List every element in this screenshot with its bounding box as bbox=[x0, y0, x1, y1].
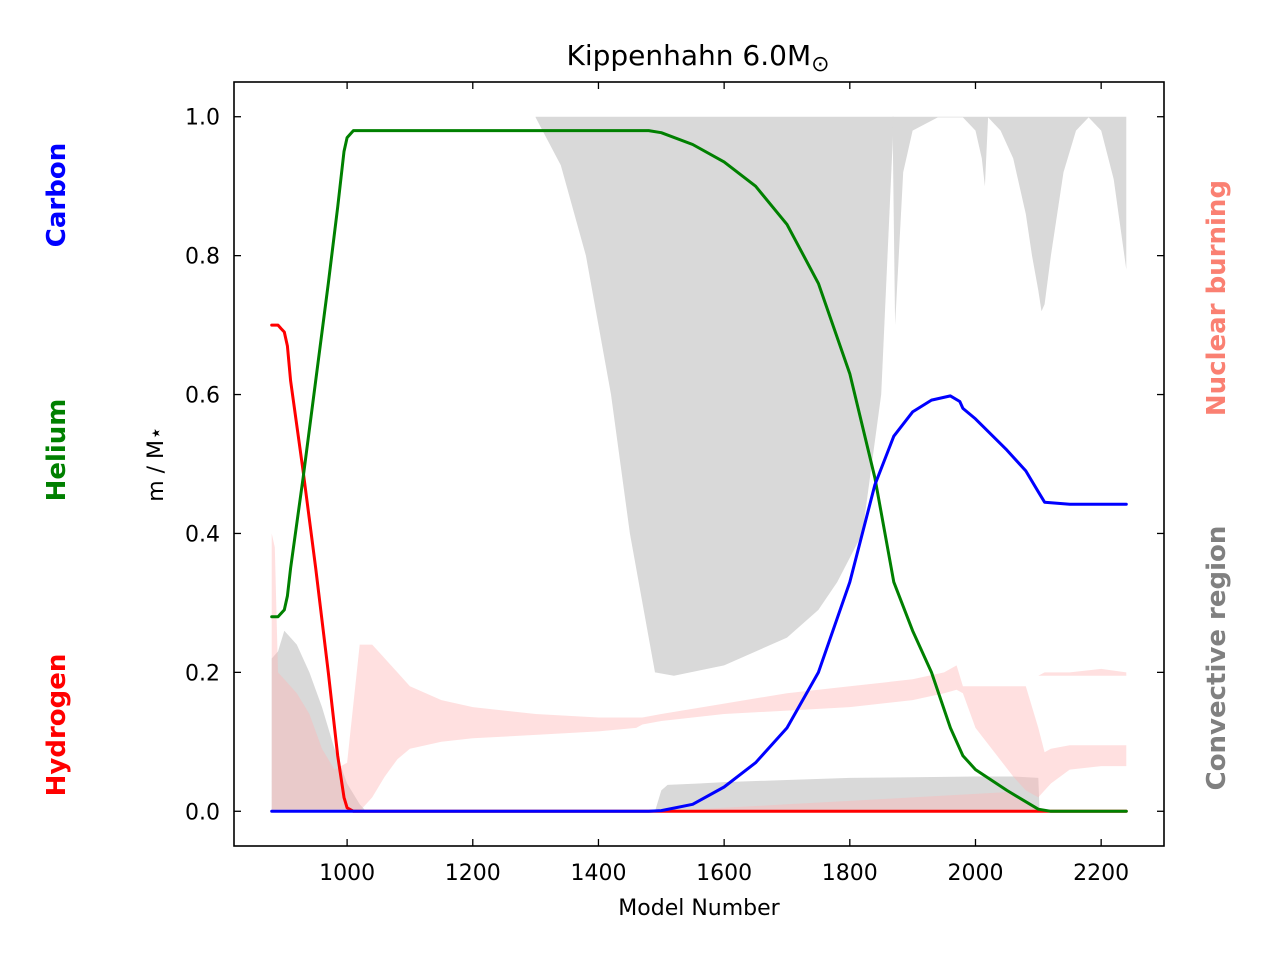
hydrogen-line bbox=[270, 323, 1128, 813]
x-tick-label-1600: 1600 bbox=[696, 861, 752, 886]
side-label-carbon: Carbon bbox=[42, 143, 72, 247]
chart-title: Kippenhahn 6.0M⊙ bbox=[566, 39, 829, 77]
y-axis-label: m / M⋆ bbox=[144, 426, 169, 502]
series-layer bbox=[270, 129, 1128, 813]
plot-frame bbox=[233, 81, 1165, 847]
side-label-hydrogen: Hydrogen bbox=[42, 654, 72, 797]
y-tick-label-0.2: 0.2 bbox=[185, 661, 220, 686]
side-label-helium: Helium bbox=[42, 399, 72, 502]
convective-region-area-3 bbox=[655, 776, 1040, 812]
y-tick-label-0: 0.0 bbox=[185, 800, 220, 825]
x-tick-label-2200: 2200 bbox=[1073, 861, 1129, 886]
nuclear-burning-area-5 bbox=[1038, 668, 1127, 676]
x-tick-label-1400: 1400 bbox=[570, 861, 626, 886]
convective-region-area-0 bbox=[535, 116, 894, 676]
side-label-nuclear-burning: Nuclear burning bbox=[1202, 180, 1232, 416]
x-tick-label-1000: 1000 bbox=[319, 861, 375, 886]
x-tick-label-1800: 1800 bbox=[822, 861, 878, 886]
side-label-convective-region: Convective region bbox=[1202, 526, 1232, 791]
nuclear-burning-area-4 bbox=[271, 533, 1127, 812]
side-labels: Carbon Helium Hydrogen Nuclear burning Conve… bbox=[42, 143, 1232, 797]
y-tick-label-0.4: 0.4 bbox=[185, 522, 220, 547]
convective-region-area-1 bbox=[892, 116, 1127, 326]
x-axis-label: Model Number bbox=[618, 896, 780, 921]
x-tick-label-2000: 2000 bbox=[947, 861, 1003, 886]
convective-region-area-2 bbox=[271, 630, 366, 812]
y-tick-label-0.8: 0.8 bbox=[185, 245, 220, 270]
x-tick-label-1200: 1200 bbox=[445, 861, 501, 886]
y-tick-label-0.6: 0.6 bbox=[185, 384, 220, 409]
helium-line bbox=[270, 129, 1128, 813]
sun-symbol: ⊙ bbox=[811, 52, 829, 77]
nuclear-burning-area-6 bbox=[661, 791, 1039, 812]
regions-layer bbox=[271, 116, 1127, 812]
ticks-layer: 1000 1200 1400 1600 1800 2000 2200 0.0 0.2 0.4 0.6… bbox=[185, 82, 1164, 886]
y-tick-label-1: 1.0 bbox=[185, 106, 220, 131]
carbon-line bbox=[270, 394, 1128, 813]
